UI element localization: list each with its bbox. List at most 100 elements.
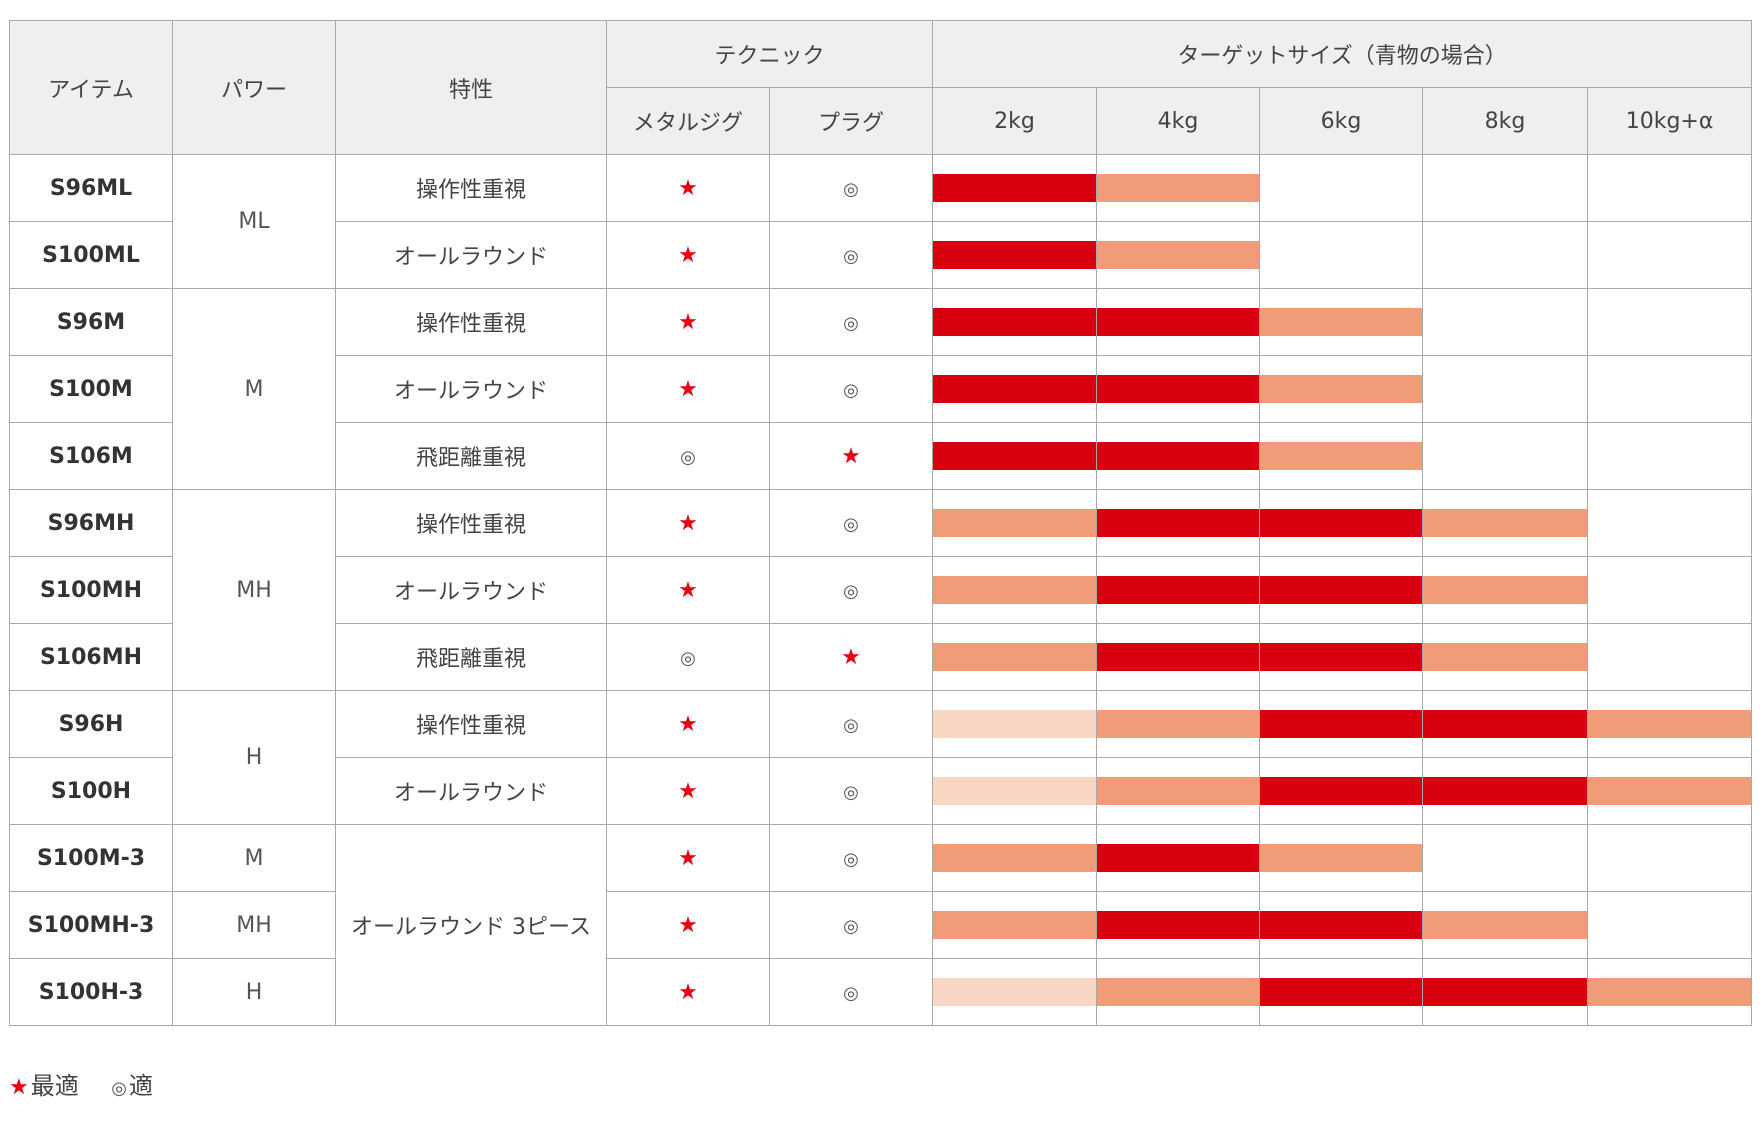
target-level-bar (1588, 777, 1752, 805)
target-size-cell (1096, 355, 1261, 423)
feature-cell: 飛距離重視 (335, 422, 607, 490)
target-size-cell (1587, 891, 1753, 959)
double-circle-icon: ◎ (843, 982, 859, 1004)
item-name: S106M (9, 422, 173, 490)
target-size-cell (1259, 958, 1424, 1026)
plug-rating: ◎ (768, 690, 934, 758)
metal-jig-rating: ★ (606, 355, 770, 423)
target-size-cell (1259, 690, 1424, 758)
target-level-bar (933, 241, 1097, 269)
target-size-cell (1587, 824, 1753, 892)
table-row: S100MH オールラウンド ★ ◎ (9, 556, 1753, 624)
target-level-bar (1097, 174, 1260, 202)
target-level-bar (1423, 911, 1588, 939)
target-size-cell (1422, 489, 1589, 557)
double-circle-icon: ◎ (843, 513, 859, 535)
star-icon: ★ (678, 510, 698, 536)
star-icon: ★ (841, 644, 861, 670)
item-name: S100ML (9, 221, 173, 289)
plug-rating: ◎ (768, 288, 934, 356)
item-name: S96ML (9, 154, 173, 222)
target-size-cell (1587, 556, 1753, 624)
target-size-cell (1259, 288, 1424, 356)
double-circle-icon: ◎ (680, 446, 696, 468)
target-size-cell (1587, 489, 1753, 557)
target-level-bar (933, 308, 1097, 336)
target-size-cell (932, 623, 1098, 691)
target-size-cell (1587, 623, 1753, 691)
target-size-cell (932, 288, 1098, 356)
target-size-cell (1096, 958, 1261, 1026)
target-level-bar (1097, 442, 1260, 470)
header-feature: 特性 (335, 20, 607, 155)
target-size-cell (1422, 422, 1589, 490)
target-level-bar (933, 710, 1097, 738)
item-name: S100M (9, 355, 173, 423)
power-cell: M (172, 824, 336, 892)
target-level-bar (933, 844, 1097, 872)
target-size-cell (932, 891, 1098, 959)
target-level-bar (1097, 308, 1260, 336)
target-level-bar (933, 978, 1097, 1006)
target-size-cell (932, 221, 1098, 289)
table-row: S100M-3 M オールラウンド 3ピース ★ ◎ (9, 824, 1753, 1026)
star-icon: ★ (678, 175, 698, 201)
target-level-bar (1423, 576, 1588, 604)
target-size-cell (932, 422, 1098, 490)
target-size-cell (1259, 154, 1424, 222)
power-cell: ML (172, 154, 336, 289)
target-level-bar (1097, 643, 1260, 671)
double-circle-icon: ◎ (843, 245, 859, 267)
item-name: S96MH (9, 489, 173, 557)
header-size-8kg: 8kg (1422, 87, 1589, 155)
target-size-cell (1422, 355, 1589, 423)
star-icon: ★ (9, 1075, 29, 1100)
target-size-cell (1587, 221, 1753, 289)
plug-rating: ◎ (768, 221, 934, 289)
target-size-cell (1096, 824, 1261, 892)
target-level-bar (1423, 643, 1588, 671)
header-size-6kg: 6kg (1259, 87, 1424, 155)
star-icon: ★ (678, 912, 698, 938)
double-circle-icon: ◎ (843, 312, 859, 334)
target-size-cell (1422, 824, 1589, 892)
target-level-bar (1423, 509, 1588, 537)
target-size-cell (1587, 355, 1753, 423)
table-row: S100MH-3 MH ★ ◎ (9, 891, 1753, 959)
target-level-bar (1423, 978, 1588, 1006)
target-level-bar (1260, 911, 1423, 939)
target-size-cell (1096, 690, 1261, 758)
target-level-bar (1097, 375, 1260, 403)
target-size-cell (1587, 757, 1753, 825)
target-level-bar (1260, 710, 1423, 738)
double-circle-icon: ◎ (843, 379, 859, 401)
target-size-cell (1096, 623, 1261, 691)
target-size-cell (1259, 623, 1424, 691)
target-size-cell (1422, 623, 1589, 691)
target-size-cell (932, 489, 1098, 557)
legend-good-label: 適 (128, 1072, 153, 1100)
header-size-2kg: 2kg (932, 87, 1098, 155)
target-level-bar (1588, 710, 1752, 738)
plug-rating: ◎ (768, 891, 934, 959)
target-size-cell (1259, 489, 1424, 557)
power-cell: H (172, 958, 336, 1026)
feature-cell: 操作性重視 (335, 489, 607, 557)
header-plug: プラグ (768, 87, 934, 155)
table-body: S96ML ML 操作性重視 ★ ◎ S100ML オールラウンド ★ ◎ S96M M 操作性重視 ★… (9, 154, 1753, 1026)
target-level-bar (1260, 375, 1423, 403)
item-name: S100MH (9, 556, 173, 624)
metal-jig-rating: ★ (606, 824, 770, 892)
plug-rating: ◎ (768, 355, 934, 423)
target-size-cell (932, 556, 1098, 624)
table-row: S100M オールラウンド ★ ◎ (9, 355, 1753, 423)
item-name: S106MH (9, 623, 173, 691)
item-name: S100H (9, 757, 173, 825)
feature-cell: 操作性重視 (335, 154, 607, 222)
rod-spec-table: アイテム パワー 特性 テクニック ターゲットサイズ（青物の場合） メタルジグ … (9, 20, 1753, 1026)
target-size-cell (1587, 958, 1753, 1026)
plug-rating: ◎ (768, 824, 934, 892)
target-level-bar (1260, 777, 1423, 805)
target-size-cell (1422, 891, 1589, 959)
table-row: S106M 飛距離重視 ◎ ★ (9, 422, 1753, 490)
